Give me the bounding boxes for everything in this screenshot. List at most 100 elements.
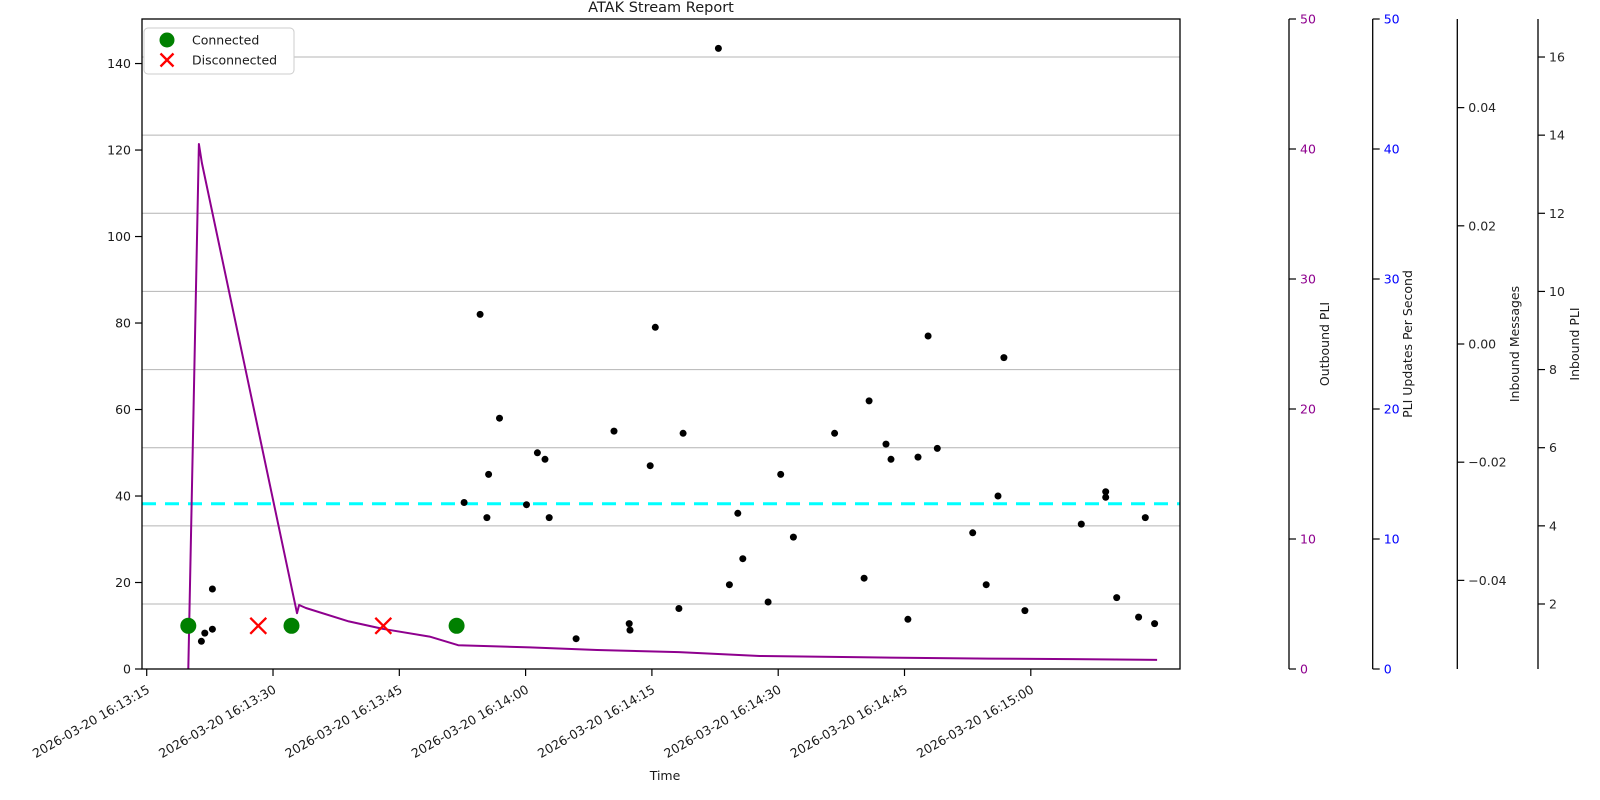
scatter-point — [1077, 520, 1085, 528]
x-tick-label: 2026-03-20 16:14:00 — [409, 682, 532, 761]
scatter-point — [725, 581, 733, 589]
scatter-point — [496, 414, 503, 422]
inbound-pli-axis-label: Inbound PLI — [1567, 307, 1582, 380]
right-axis-tick-label: 14 — [1549, 128, 1565, 143]
scatter-point — [777, 470, 785, 478]
right-axis-tick-label: 50 — [1384, 12, 1400, 27]
x-tick-label: 2026-03-20 16:14:15 — [535, 682, 657, 761]
scatter-point — [882, 440, 890, 448]
x-tick-label: 2026-03-20 16:13:45 — [282, 682, 404, 761]
right-axis-tick-label: −0.04 — [1468, 573, 1506, 588]
legend-label-connected: Connected — [192, 33, 259, 48]
y-tick-label: 120 — [107, 143, 131, 158]
pli-updates-axis-label: PLI Updates Per Second — [1400, 270, 1415, 418]
scatter-point — [1102, 493, 1110, 501]
x-axis: 2026-03-20 16:13:15 2026-03-20 16:13:30 20… — [30, 669, 1037, 761]
connected-markers — [180, 617, 465, 634]
scatter-point — [904, 615, 912, 623]
x-axis-label: Time — [649, 768, 681, 783]
disconnected-markers — [249, 616, 393, 635]
chart-title: ATAK Stream Report — [588, 0, 734, 16]
scatter-point — [533, 449, 541, 457]
y-tick-label: 80 — [115, 316, 131, 331]
connected-legend-circle-icon — [159, 32, 175, 48]
scatter-point — [739, 555, 747, 563]
right-axis-tick-label: 30 — [1300, 272, 1316, 287]
right-axis-tick-label: 20 — [1300, 402, 1316, 417]
scatter-point — [572, 635, 580, 643]
right-axis-0: 0 10 20 30 40 50 — [1288, 12, 1316, 677]
scatter-point — [933, 444, 941, 452]
right-axis-tick-label: −0.02 — [1468, 455, 1506, 470]
disconnected-marker-x-icon — [374, 616, 393, 635]
right-axis-tick-label: 10 — [1300, 532, 1316, 547]
y-tick-label: 20 — [115, 575, 131, 590]
y-tick-label: 100 — [107, 229, 131, 244]
right-axis-tick-label: 12 — [1549, 206, 1565, 221]
scatter-point — [208, 585, 216, 593]
x-tick-label: 2026-03-20 16:14:45 — [788, 682, 910, 761]
scatter-point — [1141, 514, 1149, 522]
scatter-point — [1021, 607, 1029, 615]
scatter-point — [626, 626, 634, 634]
y-tick-label: 40 — [115, 489, 131, 504]
disconnected-legend-x-icon — [159, 52, 175, 68]
scatter-point — [1113, 594, 1121, 602]
scatter-point — [485, 470, 493, 478]
scatter-point — [541, 455, 549, 463]
right-axis-tick-label: 0 — [1384, 662, 1392, 677]
scatter-point — [197, 637, 205, 645]
x-tick-label: 2026-03-20 16:13:30 — [156, 682, 279, 761]
connected-marker-icon — [283, 617, 300, 634]
inbound-messages-axis-label: Inbound Messages — [1507, 286, 1522, 402]
scatter-point — [610, 427, 618, 435]
right-axis-tick-label: 2 — [1549, 596, 1557, 611]
scatter-point — [924, 332, 932, 340]
scatter-point — [679, 429, 687, 437]
right-axis-tick-label: 0.04 — [1468, 100, 1496, 115]
x-tick-label: 2026-03-20 16:13:15 — [30, 682, 152, 761]
right-axis-tick-label: 6 — [1549, 440, 1557, 455]
legend: Connected Disconnected — [143, 27, 295, 75]
right-axis-tick-label: 0 — [1300, 662, 1308, 677]
grid-lines — [142, 56, 1180, 605]
right-axis-tick-label: 4 — [1549, 518, 1557, 533]
scatter-point — [887, 455, 895, 463]
connected-marker-icon — [448, 617, 465, 634]
right-axis-tick-label: 0.02 — [1468, 218, 1496, 233]
message-scatter — [197, 44, 1159, 645]
right-axis-tick-label: 40 — [1384, 142, 1400, 157]
scatter-point — [675, 605, 683, 612]
connected-marker-icon — [180, 617, 197, 634]
scatter-point — [982, 581, 990, 589]
y-axis-left: 0 20 40 60 80 100 120 140 — [107, 56, 142, 677]
scatter-point — [1135, 613, 1143, 621]
scatter-point — [646, 462, 654, 470]
x-tick-label: 2026-03-20 16:15:00 — [914, 682, 1037, 761]
y-tick-label: 0 — [123, 662, 131, 677]
scatter-point — [1000, 354, 1008, 362]
right-axis-tick-label: 40 — [1300, 142, 1316, 157]
scatter-point — [651, 323, 659, 331]
right-axis-tick-label: 20 — [1384, 402, 1400, 417]
scatter-point — [208, 625, 216, 633]
scatter-point — [860, 574, 868, 582]
outbound-pli-line — [187, 143, 1158, 670]
right-axis-2: −0.04 −0.02 0.00 0.02 0.04 — [1456, 19, 1507, 669]
right-axis-tick-label: 10 — [1549, 284, 1565, 299]
outbound-pli-axis-label: Outbound PLI — [1317, 302, 1332, 386]
scatter-point — [789, 533, 797, 541]
scatter-point — [483, 514, 491, 522]
scatter-point — [714, 44, 722, 52]
right-axis-3: 2 4 6 8 10 12 14 16 — [1537, 19, 1565, 669]
right-axis-tick-label: 8 — [1549, 362, 1557, 377]
scatter-point — [1151, 620, 1159, 628]
right-axis-tick-label: 0.00 — [1468, 337, 1496, 352]
scatter-point — [734, 509, 742, 517]
scatter-point — [865, 397, 873, 405]
scatter-point — [476, 310, 484, 318]
scatter-point — [201, 629, 209, 637]
